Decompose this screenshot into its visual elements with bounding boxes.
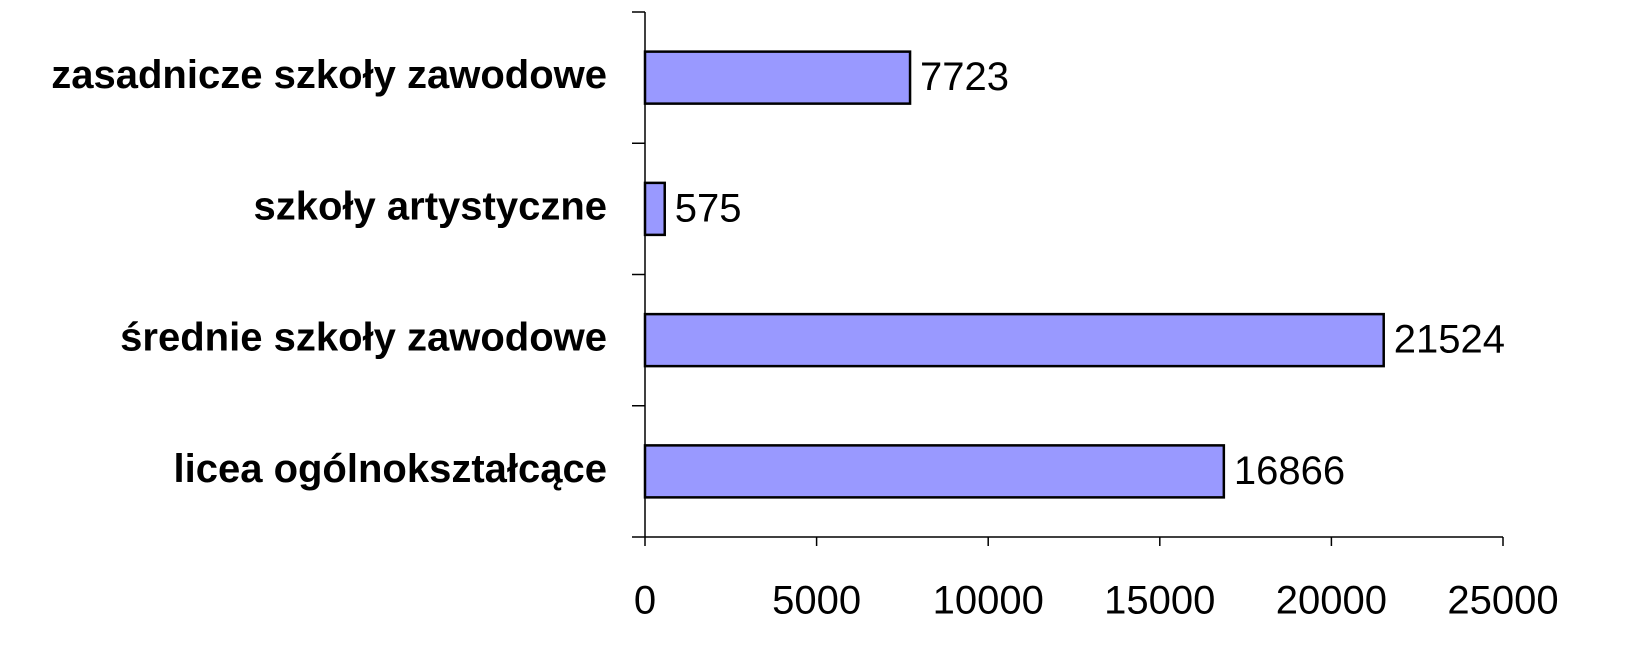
category-label: zasadnicze szkoły zawodowe [51, 53, 607, 97]
x-tick-label: 15000 [1104, 579, 1215, 623]
category-label: licea ogólnokształcące [173, 447, 607, 491]
category-label: średnie szkoły zawodowe [120, 316, 607, 360]
value-label: 16866 [1234, 449, 1345, 493]
bar [643, 444, 1226, 499]
x-tick-label: 10000 [933, 579, 1044, 623]
value-label: 7723 [920, 55, 1009, 99]
bar [643, 312, 1385, 368]
x-tick-label: 5000 [772, 579, 861, 623]
value-label: 575 [675, 186, 742, 230]
bar [643, 50, 912, 105]
x-tick-label: 0 [634, 579, 656, 623]
bar [643, 181, 666, 237]
value-label: 21524 [1394, 318, 1505, 362]
x-tick-label: 20000 [1276, 579, 1387, 623]
category-label: szkoły artystyczne [253, 184, 607, 228]
x-tick-label: 25000 [1447, 579, 1558, 623]
